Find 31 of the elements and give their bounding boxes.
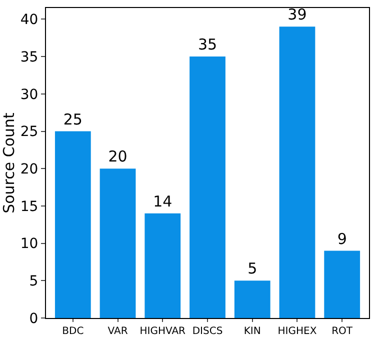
y-tick-label: 40 — [20, 12, 38, 28]
bar — [234, 280, 270, 318]
y-tick-label: 15 — [20, 198, 38, 215]
data-label: 5 — [248, 260, 258, 278]
bar — [100, 168, 136, 318]
y-tick-label: 30 — [20, 86, 38, 103]
y-axis-title: Source Count — [0, 112, 18, 214]
x-tick-label: VAR — [108, 326, 128, 337]
x-tick-label: HIGHEX — [278, 326, 317, 337]
data-label: 39 — [288, 6, 307, 24]
data-label: 20 — [108, 148, 128, 166]
data-label: 25 — [63, 110, 82, 128]
y-tick-label: 10 — [20, 236, 38, 252]
y-tick-label: 25 — [20, 124, 38, 140]
data-label: 9 — [337, 230, 347, 248]
bar — [54, 131, 91, 318]
x-tick-label: KIN — [244, 326, 261, 337]
x-tick-label: BDC — [62, 326, 84, 337]
bar — [144, 213, 181, 318]
x-tick-label: ROT — [332, 326, 354, 337]
bar — [324, 250, 360, 318]
x-tick-label: HIGHVAR — [140, 326, 186, 337]
y-tick-label: 5 — [29, 274, 38, 290]
data-label: 14 — [153, 192, 172, 210]
y-tick-label: 0 — [29, 310, 38, 327]
data-label: 35 — [198, 36, 218, 54]
x-tick-label: DISCS — [192, 326, 223, 337]
bar — [279, 26, 316, 318]
y-tick-label: 35 — [20, 49, 38, 66]
bar — [190, 56, 226, 318]
y-tick-label: 20 — [20, 162, 38, 178]
